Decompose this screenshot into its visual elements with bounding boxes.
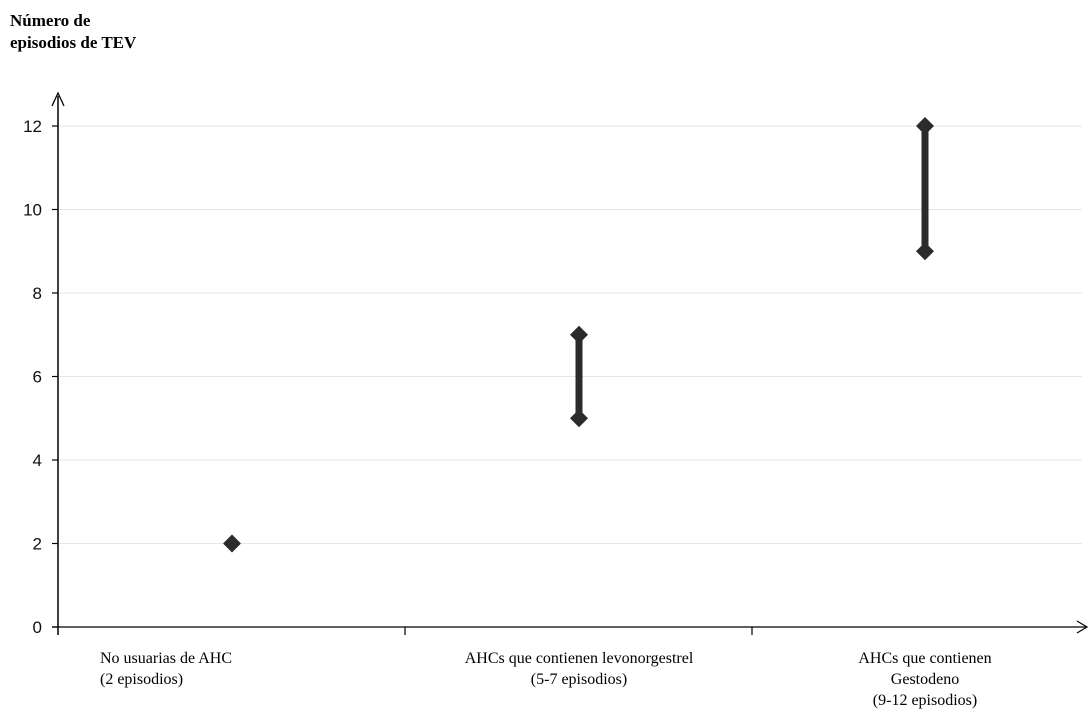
y-ticks: 0 2 4 6 8 10 12 (23, 117, 58, 637)
data-marks (223, 117, 934, 553)
range-low-marker-1 (570, 409, 588, 428)
y-tick-label-10: 10 (23, 201, 42, 220)
range-high-marker-2 (916, 117, 934, 135)
range-high-marker-1 (570, 325, 588, 344)
category-label-no-usuarias: No usuarias de AHC (2 episodios) (100, 650, 232, 688)
point-marker-0 (223, 534, 241, 553)
y-tick-label-4: 4 (33, 451, 42, 470)
y-axis-title: Número de episodios de TEV (10, 11, 137, 52)
y-tick-label-0: 0 (33, 618, 42, 637)
range-low-marker-2 (916, 242, 934, 261)
x-axis-arrow (1076, 620, 1089, 634)
y-axis-arrow (51, 91, 65, 107)
y-tick-label-2: 2 (33, 535, 42, 554)
category-label-levonorgestrel: AHCs que contienen levonorgestrel (5-7 e… (464, 650, 694, 688)
y-tick-label-12: 12 (23, 117, 42, 136)
category-label-gestodeno: AHCs que contienen Gestodeno (9-12 episo… (858, 650, 992, 709)
grid-lines (58, 125, 1082, 544)
axes (51, 91, 1089, 635)
y-tick-label-6: 6 (33, 368, 42, 387)
y-tick-label-8: 8 (33, 284, 42, 303)
